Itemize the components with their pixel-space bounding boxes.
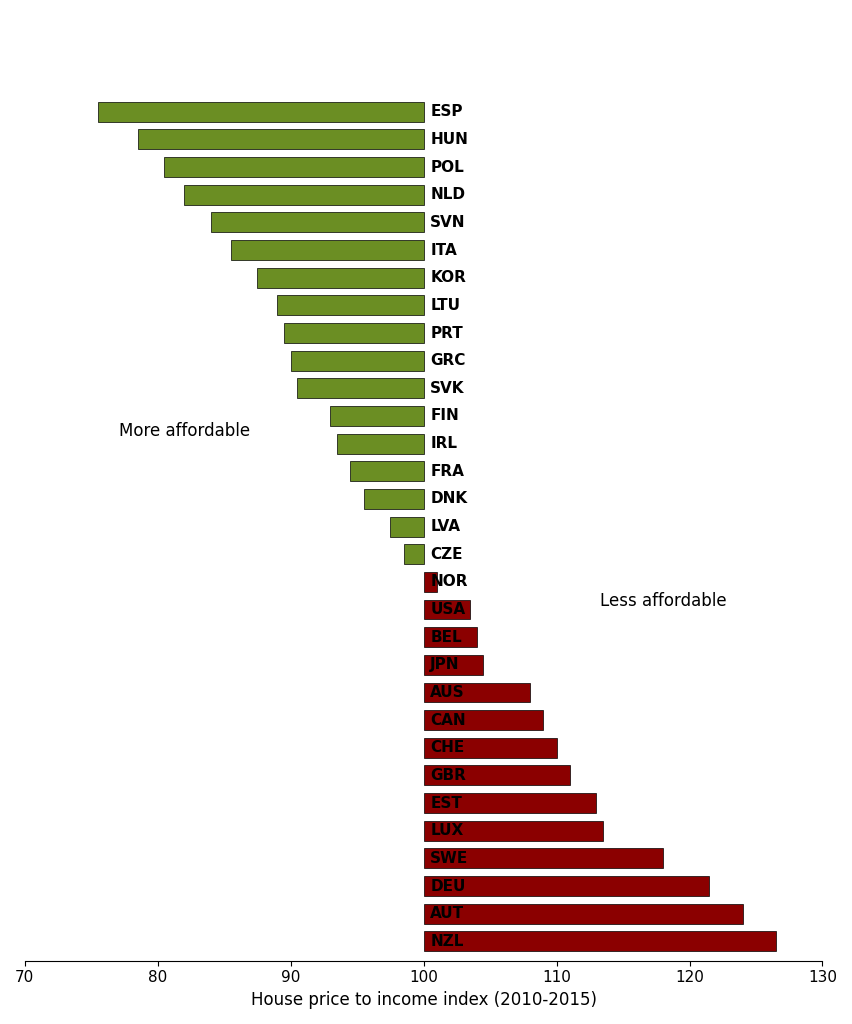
- Bar: [291, 350, 423, 371]
- Text: PRT: PRT: [430, 326, 463, 341]
- Text: HUN: HUN: [430, 132, 468, 146]
- Bar: [423, 932, 776, 951]
- Bar: [423, 738, 556, 758]
- Bar: [164, 157, 423, 177]
- Text: LVA: LVA: [430, 519, 460, 535]
- Text: CAN: CAN: [430, 713, 466, 728]
- Bar: [423, 877, 710, 896]
- Bar: [390, 517, 423, 537]
- Bar: [404, 545, 423, 564]
- Bar: [423, 794, 596, 813]
- Bar: [423, 766, 570, 785]
- Bar: [138, 129, 423, 150]
- Text: CZE: CZE: [430, 547, 463, 562]
- Text: DEU: DEU: [430, 879, 465, 894]
- Text: CHE: CHE: [430, 740, 464, 756]
- Text: NOR: NOR: [430, 574, 468, 590]
- Bar: [184, 184, 423, 205]
- Bar: [423, 683, 530, 702]
- Text: USA: USA: [430, 602, 465, 617]
- Bar: [231, 240, 423, 260]
- Text: ESP: ESP: [430, 104, 463, 119]
- Text: SVN: SVN: [430, 215, 466, 230]
- Bar: [423, 572, 437, 592]
- Text: SWE: SWE: [430, 851, 469, 866]
- Bar: [257, 267, 423, 288]
- Bar: [364, 489, 423, 509]
- Text: KOR: KOR: [430, 270, 466, 286]
- Text: LUX: LUX: [430, 823, 463, 839]
- Text: DNK: DNK: [430, 492, 468, 507]
- Bar: [98, 101, 423, 122]
- Bar: [423, 904, 743, 924]
- Bar: [331, 406, 423, 426]
- Text: IRL: IRL: [430, 436, 458, 452]
- Bar: [423, 600, 470, 620]
- Text: EST: EST: [430, 796, 462, 811]
- Text: AUS: AUS: [430, 685, 465, 700]
- Bar: [423, 711, 544, 730]
- Bar: [423, 628, 477, 647]
- Text: FRA: FRA: [430, 464, 464, 479]
- Bar: [284, 323, 423, 343]
- X-axis label: House price to income index (2010-2015): House price to income index (2010-2015): [250, 991, 596, 1009]
- Text: Less affordable: Less affordable: [600, 592, 726, 610]
- Text: SVK: SVK: [430, 381, 464, 396]
- Bar: [423, 821, 603, 841]
- Text: AUT: AUT: [430, 906, 464, 922]
- Text: ITA: ITA: [430, 243, 457, 258]
- Text: JPN: JPN: [430, 657, 460, 673]
- Bar: [297, 378, 423, 398]
- Bar: [423, 655, 483, 675]
- Text: NZL: NZL: [430, 934, 463, 949]
- Text: More affordable: More affordable: [118, 422, 250, 440]
- Text: BEL: BEL: [430, 630, 462, 645]
- Text: GBR: GBR: [430, 768, 466, 783]
- Text: NLD: NLD: [430, 187, 465, 203]
- Bar: [423, 849, 663, 868]
- Text: LTU: LTU: [430, 298, 460, 313]
- Bar: [350, 462, 423, 481]
- Bar: [277, 295, 423, 315]
- Bar: [210, 212, 423, 232]
- Bar: [337, 433, 423, 454]
- Text: POL: POL: [430, 160, 464, 174]
- Text: GRC: GRC: [430, 353, 465, 369]
- Text: FIN: FIN: [430, 409, 459, 424]
